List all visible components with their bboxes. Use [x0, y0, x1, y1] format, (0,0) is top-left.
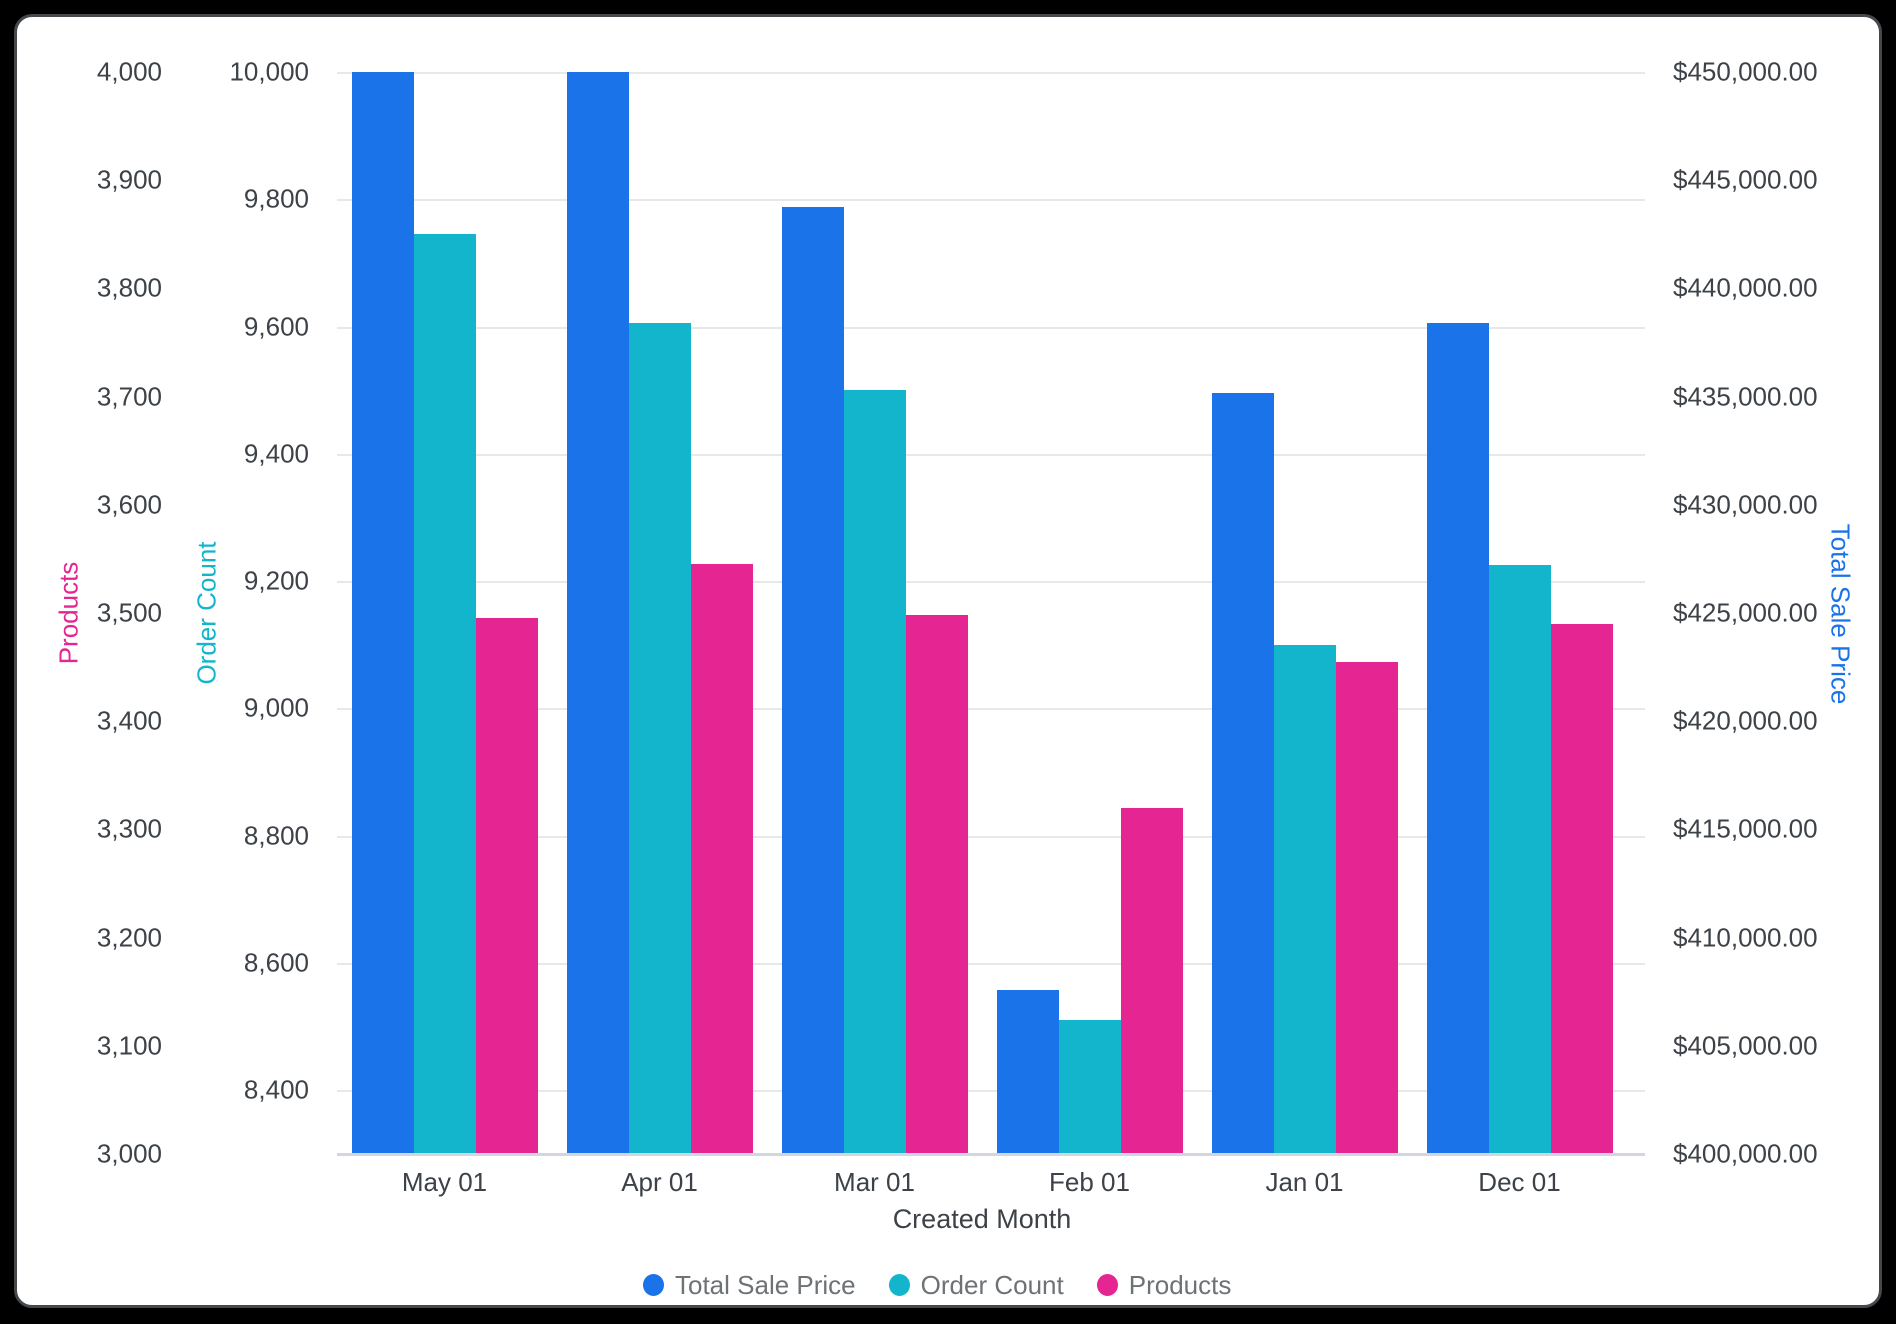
price-tick-label: $440,000.00: [1673, 272, 1818, 303]
price-tick-label: $425,000.00: [1673, 597, 1818, 628]
x-tick-label: Jan 01: [1265, 1167, 1344, 1197]
bar-order-count[interactable]: [628, 323, 691, 1154]
gridline: [337, 199, 1645, 202]
bar-order-count[interactable]: [1058, 1020, 1121, 1154]
bar-order-count[interactable]: [413, 234, 476, 1154]
price-tick-label: $410,000.00: [1673, 922, 1818, 953]
products-tick-label: 3,900: [96, 164, 162, 195]
x-tick-label: Mar 01: [834, 1167, 915, 1197]
order-tick-label: 8,800: [243, 820, 309, 851]
products-axis-ticks: 4,000 3,900 3,800 3,700 3,600 3,500 3,400 3,300…: [45, 57, 162, 1169]
price-tick-label: $415,000.00: [1673, 813, 1818, 844]
total-sale-price-axis-title: Total Sale Price: [1825, 523, 1856, 705]
order-tick-label: 9,400: [243, 438, 309, 469]
order-tick-label: 9,800: [243, 183, 309, 214]
bar-products[interactable]: [690, 564, 753, 1154]
products-tick-label: 3,800: [96, 272, 162, 303]
bar-order-count[interactable]: [843, 390, 906, 1154]
price-tick-label: $430,000.00: [1673, 489, 1818, 520]
legend-item-products[interactable]: Products: [1096, 1269, 1232, 1301]
gridline: [337, 1090, 1645, 1093]
bar-total-sale-price[interactable]: [566, 72, 629, 1154]
order-tick-label: 8,400: [243, 1074, 309, 1105]
legend-item-order-count[interactable]: Order Count: [888, 1269, 1064, 1301]
x-axis-line: [337, 1153, 1645, 1156]
x-tick-label: Feb 01: [1049, 1167, 1130, 1197]
products-tick-label: 4,000: [96, 56, 162, 87]
bar-products[interactable]: [1550, 623, 1613, 1154]
order-tick-label: 8,600: [243, 947, 309, 978]
products-tick-label: 3,500: [96, 597, 162, 628]
bar-products[interactable]: [475, 618, 538, 1154]
gridline: [337, 581, 1645, 584]
gridline: [337, 72, 1645, 74]
bar-products[interactable]: [1120, 807, 1183, 1154]
bar-order-count[interactable]: [1488, 565, 1551, 1154]
price-axis-ticks: $450,000.00 $445,000.00 $440,000.00 $435,00…: [1673, 57, 1896, 1169]
price-tick-label: $420,000.00: [1673, 705, 1818, 736]
plot-area: [337, 72, 1645, 1156]
gridline: [337, 835, 1645, 838]
bar-group-jan-01: [1197, 72, 1412, 1154]
gridline: [337, 453, 1645, 456]
order-tick-label: 9,000: [243, 692, 309, 723]
price-tick-label: $445,000.00: [1673, 164, 1818, 195]
order-tick-label: 10,000: [229, 56, 309, 87]
x-axis-tick-labels: May 01 Apr 01 Mar 01 Feb 01 Jan 01 Dec 01: [337, 1164, 1627, 1200]
products-tick-label: 3,600: [96, 489, 162, 520]
products-tick-label: 3,300: [96, 813, 162, 844]
price-tick-label: $435,000.00: [1673, 381, 1818, 412]
legend-label: Order Count: [920, 1269, 1064, 1300]
legend-dot: [888, 1274, 910, 1296]
bar-total-sale-price[interactable]: [781, 207, 844, 1154]
x-tick-label: May 01: [401, 1167, 488, 1197]
bar-group-mar-01: [767, 72, 982, 1154]
price-tick-label: $400,000.00: [1673, 1138, 1818, 1169]
gridline: [337, 326, 1645, 329]
bar-order-count[interactable]: [1273, 644, 1336, 1154]
bar-total-sale-price[interactable]: [351, 72, 414, 1154]
price-tick-label: $450,000.00: [1673, 56, 1818, 87]
products-tick-label: 3,100: [96, 1030, 162, 1061]
products-axis-title: Products: [53, 561, 84, 665]
legend-label: Products: [1128, 1269, 1232, 1300]
order-tick-label: 9,200: [243, 565, 309, 596]
chart-panel: 4,000 3,900 3,800 3,700 3,600 3,500 3,400 3,300…: [14, 14, 1882, 1308]
products-tick-label: 3,400: [96, 705, 162, 736]
bar-group-feb-01: [982, 72, 1197, 1154]
bar-total-sale-price[interactable]: [1211, 393, 1274, 1154]
x-tick-label: Apr 01: [621, 1167, 698, 1197]
products-tick-label: 3,000: [96, 1138, 162, 1169]
gridline: [337, 963, 1645, 966]
bar-products[interactable]: [1335, 661, 1398, 1154]
bar-total-sale-price[interactable]: [1426, 323, 1489, 1154]
gridline: [337, 708, 1645, 711]
legend-label: Total Sale Price: [675, 1269, 856, 1300]
price-tick-label: $405,000.00: [1673, 1030, 1818, 1061]
products-tick-label: 3,200: [96, 922, 162, 953]
order-tick-label: 9,600: [243, 311, 309, 342]
legend-dot: [1096, 1274, 1118, 1296]
legend: Total Sale Price Order Count Products: [643, 1263, 1231, 1307]
bar-group-may-01: [337, 72, 552, 1154]
plot-groups: [337, 72, 1627, 1154]
x-tick-label: Dec 01: [1478, 1167, 1561, 1197]
bar-total-sale-price[interactable]: [996, 989, 1059, 1154]
order-count-axis-title: Order Count: [191, 541, 222, 685]
products-tick-label: 3,700: [96, 381, 162, 412]
order-axis-ticks: 10,000 9,800 9,600 9,400 9,200 9,000 8,800 8,60…: [195, 57, 309, 1154]
bar-group-apr-01: [552, 72, 767, 1154]
bar-products[interactable]: [905, 615, 968, 1154]
legend-dot: [643, 1274, 664, 1296]
legend-item-total-sale-price[interactable]: Total Sale Price: [643, 1270, 856, 1301]
x-axis-title: Created Month: [892, 1204, 1072, 1234]
bar-group-dec-01: [1412, 72, 1627, 1154]
